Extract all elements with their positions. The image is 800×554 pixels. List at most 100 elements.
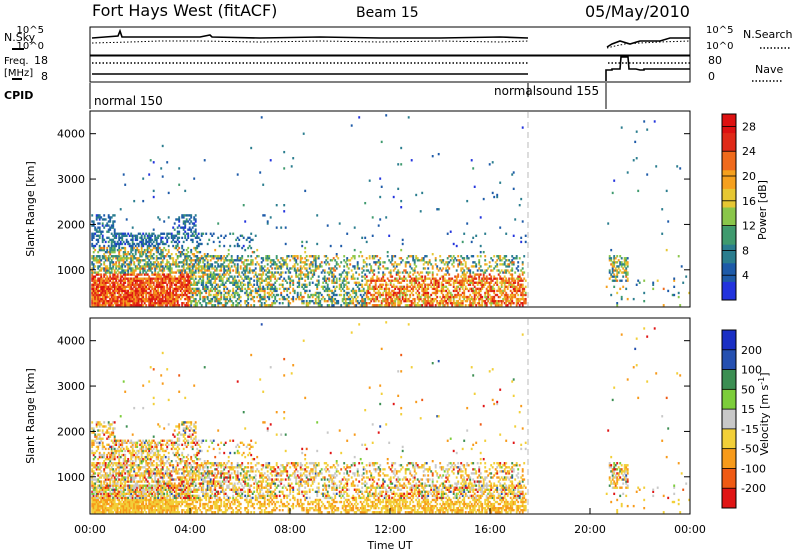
- power-cell: [112, 304, 115, 307]
- power-cell: [521, 220, 524, 223]
- power-cell: [346, 265, 349, 268]
- power-cell: [454, 281, 457, 284]
- power-cell: [248, 293, 251, 297]
- velocity-cell: [92, 474, 95, 477]
- power-cell: [439, 304, 442, 307]
- power-cell: [152, 287, 155, 291]
- power-cell: [428, 283, 431, 286]
- power-cell: [515, 285, 518, 289]
- power-cell: [175, 291, 178, 295]
- power-cell: [374, 295, 377, 299]
- power-cell: [323, 299, 326, 303]
- power-cell: [403, 287, 406, 291]
- power-cell: [112, 261, 115, 264]
- power-cell: [124, 285, 127, 289]
- power-cell: [113, 269, 116, 272]
- power-cell: [106, 295, 109, 299]
- power-colorbar-tick-label: 16: [742, 195, 756, 208]
- power-cell: [386, 299, 389, 303]
- power-cell: [499, 281, 502, 284]
- power-cell: [112, 293, 115, 297]
- power-cell: [464, 299, 467, 303]
- power-cell: [217, 285, 220, 289]
- power-cell: [482, 197, 485, 201]
- power-cell: [176, 230, 179, 233]
- power-cell: [97, 230, 100, 233]
- power-cell: [137, 293, 140, 297]
- power-cell: [475, 281, 478, 284]
- power-cell: [610, 275, 613, 278]
- power-cell: [236, 257, 239, 260]
- power-cell: [175, 271, 178, 274]
- power-cell: [251, 259, 254, 262]
- power-cell: [436, 279, 439, 282]
- power-cell: [416, 271, 419, 274]
- power-cell: [365, 283, 368, 286]
- power-cell: [260, 261, 263, 264]
- power-cell: [353, 257, 356, 260]
- power-cell: [388, 304, 391, 307]
- power-cell: [131, 291, 134, 295]
- power-cell: [379, 177, 382, 180]
- power-cell: [217, 222, 220, 225]
- power-cell: [389, 293, 392, 297]
- power-cell: [91, 255, 94, 258]
- power-cell: [304, 283, 307, 286]
- power-cell: [418, 283, 421, 286]
- power-cell: [220, 255, 223, 258]
- power-cell: [485, 295, 488, 299]
- power-cell: [199, 302, 202, 305]
- power-cell: [101, 267, 104, 270]
- power-cell: [478, 259, 481, 262]
- power-cell: [362, 297, 365, 301]
- power-cell: [163, 267, 166, 270]
- power-cell: [332, 277, 335, 280]
- power-cell: [262, 295, 265, 299]
- power-cell: [94, 302, 97, 305]
- power-cell: [301, 277, 304, 280]
- power-cell: [185, 248, 188, 252]
- power-cell: [143, 299, 146, 303]
- power-cell: [266, 263, 269, 266]
- power-cell: [133, 273, 136, 276]
- power-cell: [464, 279, 467, 282]
- power-cell: [445, 281, 448, 284]
- power-cell: [485, 263, 488, 266]
- power-cell: [136, 297, 139, 301]
- power-cell: [91, 295, 94, 299]
- power-cell: [179, 255, 182, 258]
- power-cell: [400, 163, 403, 166]
- power-cell: [467, 297, 470, 301]
- power-cell: [133, 289, 136, 293]
- power-cell: [121, 299, 124, 303]
- power-cell: [212, 271, 215, 274]
- power-cell: [362, 269, 365, 272]
- power-cell: [94, 248, 97, 252]
- power-cell: [158, 263, 161, 266]
- power-cell: [184, 259, 187, 262]
- power-cell: [368, 179, 371, 182]
- power-cell: [512, 277, 515, 280]
- power-cell: [460, 293, 463, 297]
- power-cell: [415, 193, 418, 197]
- power-cell: [241, 289, 244, 293]
- power-cell: [181, 216, 184, 219]
- power-cell: [91, 287, 94, 291]
- power-cell: [209, 271, 212, 274]
- power-cell: [119, 265, 122, 268]
- power-cell: [223, 275, 226, 278]
- power-cell: [283, 263, 286, 266]
- power-cell: [188, 271, 191, 274]
- y-tick-label: 2000: [57, 218, 85, 231]
- power-cell: [382, 299, 385, 303]
- power-cell: [317, 279, 320, 282]
- power-cell: [109, 257, 112, 260]
- power-cell: [508, 271, 511, 274]
- power-cell: [116, 291, 119, 295]
- power-cell: [343, 277, 346, 280]
- power-cell: [188, 263, 191, 266]
- power-cell: [101, 277, 104, 280]
- power-cell: [250, 291, 253, 295]
- power-cell: [410, 267, 413, 270]
- power-cell: [151, 299, 154, 303]
